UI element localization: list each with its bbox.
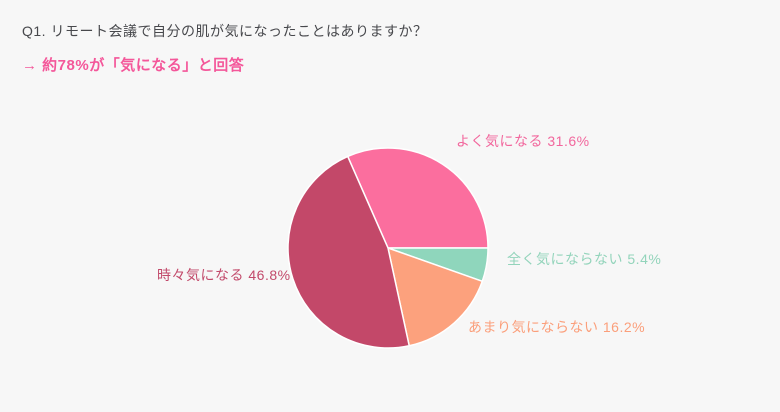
pie-label-never-concerned: 全く気にならない 5.4%: [507, 251, 662, 267]
pie-slice-0: [346, 147, 489, 249]
pie-chart: [287, 147, 489, 349]
pie-slice-2: [387, 247, 484, 347]
pie-slice-3: [287, 155, 410, 349]
pie-label-often-concerned: よく気になる 31.6%: [456, 133, 590, 149]
question-title: Q1. リモート会議で自分の肌が気になったことはありますか？: [22, 23, 428, 39]
pie-label-rarely-concerned: あまり気にならない 16.2%: [468, 319, 646, 335]
pie-label-sometimes-concerned: 時々気になる 46.8%: [157, 267, 291, 283]
answer-highlight: → 約78%が「気になる」と回答: [22, 57, 245, 74]
